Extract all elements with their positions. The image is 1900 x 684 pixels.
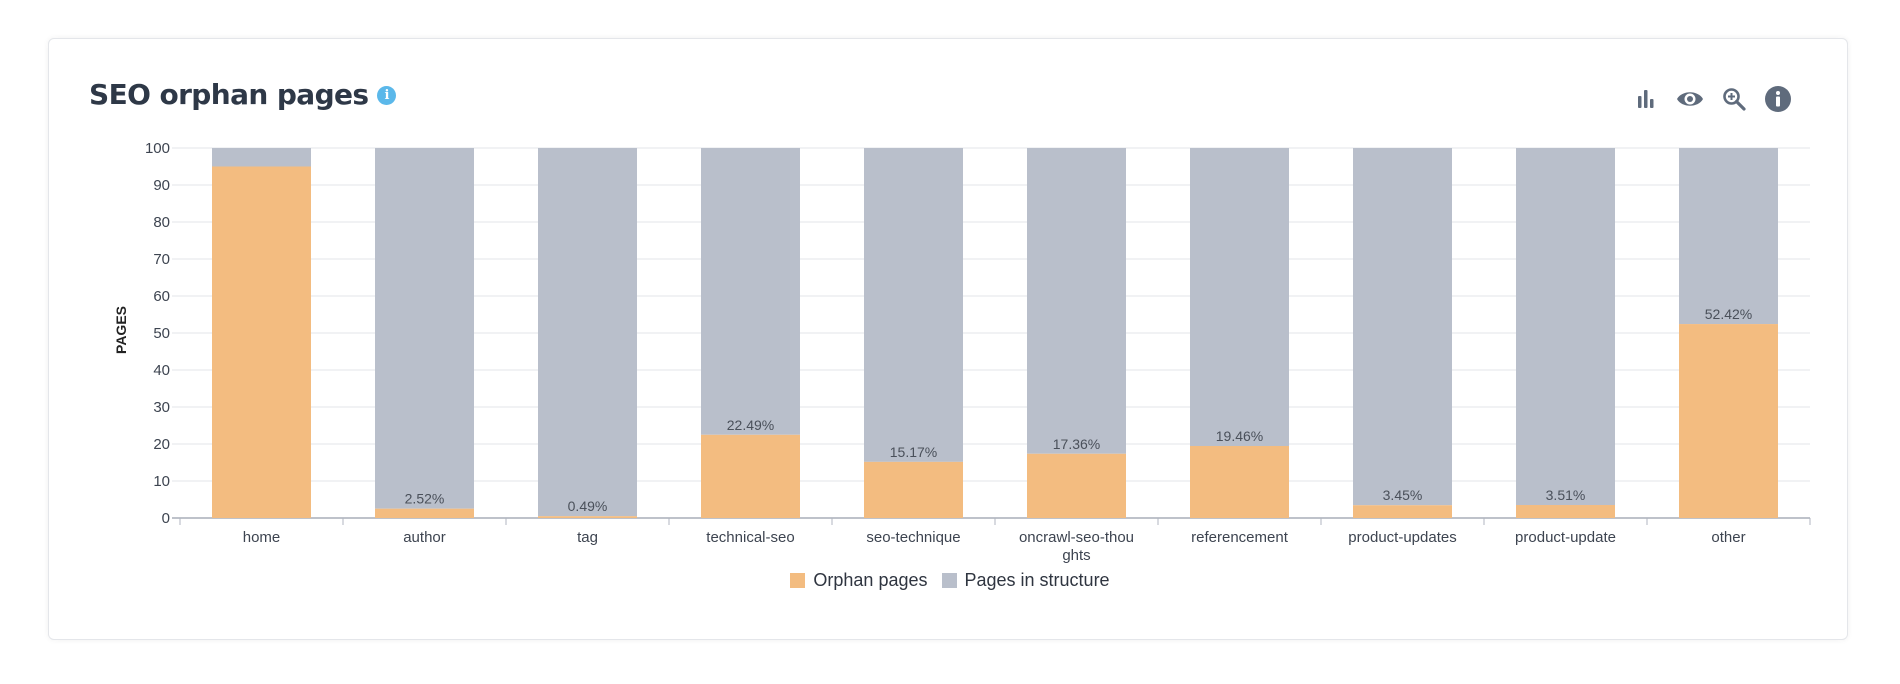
- bar-structure-tag[interactable]: [538, 148, 637, 517]
- x-tick-label: ghts: [1062, 547, 1090, 564]
- bar-structure-oncrawl-seo-thoughts[interactable]: [1027, 148, 1126, 454]
- bar-orphan-product-update[interactable]: [1516, 505, 1615, 518]
- x-tick-label: home: [243, 529, 281, 546]
- title-info-icon[interactable]: i: [377, 86, 397, 105]
- legend-item-structure[interactable]: Pages in structure: [941, 570, 1110, 591]
- bar-structure-referencement[interactable]: [1190, 148, 1289, 446]
- y-tick-label: 50: [153, 325, 170, 342]
- data-label: 2.52%: [405, 491, 445, 507]
- x-tick-label: product-update: [1515, 529, 1616, 546]
- x-tick-label: oncrawl-seo-thou: [1019, 529, 1134, 546]
- data-label: 52.42%: [1705, 306, 1752, 322]
- legend-label-structure: Pages in structure: [964, 570, 1110, 590]
- y-tick-label: 0: [162, 510, 170, 527]
- bar-orphan-home[interactable]: [212, 166, 311, 519]
- x-tick-label: seo-technique: [866, 529, 960, 546]
- bar-orphan-seo-technique[interactable]: [864, 461, 963, 518]
- y-tick-label: 60: [153, 288, 170, 305]
- x-tick-label: product-updates: [1348, 529, 1456, 546]
- legend-swatch-orphan: [790, 573, 806, 588]
- chart-toolbar: [1624, 85, 1800, 113]
- x-tick-label: technical-seo: [706, 529, 794, 546]
- info-icon[interactable]: [1756, 85, 1800, 113]
- data-label: 0.49%: [568, 498, 608, 514]
- data-label: 22.49%: [727, 417, 774, 433]
- x-tick-label: referencement: [1191, 529, 1289, 546]
- data-label: 15.17%: [890, 444, 937, 460]
- bar-structure-product-update[interactable]: [1516, 148, 1615, 506]
- data-label: 3.51%: [1546, 487, 1586, 503]
- bar-chart-icon[interactable]: [1624, 85, 1668, 113]
- x-tick-label: author: [403, 529, 446, 546]
- x-tick-label: other: [1711, 529, 1745, 546]
- bar-structure-product-updates[interactable]: [1353, 148, 1452, 506]
- bar-orphan-author[interactable]: [375, 508, 474, 518]
- bar-structure-seo-technique[interactable]: [864, 148, 963, 462]
- y-axis-label: PAGES: [113, 306, 129, 354]
- chart-header: SEO orphan pages i: [89, 78, 397, 111]
- y-tick-label: 70: [153, 251, 170, 268]
- y-tick-label: 90: [153, 177, 170, 194]
- bar-structure-technical-seo[interactable]: [701, 148, 800, 435]
- bar-structure-author[interactable]: [375, 148, 474, 509]
- axes: 0 10 20 30 40 50 60 70 80 90 100 home author tag techn…: [145, 140, 1811, 564]
- data-label: 17.36%: [1053, 436, 1100, 452]
- y-tick-label: 30: [153, 399, 170, 416]
- bar-structure-home[interactable]: [212, 148, 311, 167]
- legend: Orphan pages Pages in structure: [0, 570, 1900, 591]
- bar-orphan-oncrawl-seo-thoughts[interactable]: [1027, 453, 1126, 518]
- data-label: 19.46%: [1216, 428, 1263, 444]
- bar-orphan-product-updates[interactable]: [1353, 505, 1452, 518]
- y-tick-label: 80: [153, 214, 170, 231]
- legend-swatch-structure: [941, 573, 957, 588]
- data-label: 3.45%: [1383, 487, 1423, 503]
- bar-orphan-referencement[interactable]: [1190, 445, 1289, 518]
- zoom-in-icon[interactable]: [1712, 85, 1756, 113]
- x-tick-label: tag: [577, 529, 598, 546]
- legend-item-orphan[interactable]: Orphan pages: [790, 570, 928, 591]
- eye-icon[interactable]: [1668, 85, 1712, 113]
- y-tick-label: 100: [145, 140, 170, 157]
- bar-orphan-technical-seo[interactable]: [701, 434, 800, 518]
- bars: 2.52% 0.49% 22.49% 15.17% 17.36% 19.46% 3.45% 3…: [212, 148, 1778, 518]
- legend-label-orphan: Orphan pages: [813, 570, 928, 590]
- bar-structure-other[interactable]: [1679, 148, 1778, 325]
- chart-title: SEO orphan pages: [89, 78, 369, 111]
- y-tick-label: 10: [153, 473, 170, 490]
- bar-orphan-other[interactable]: [1679, 324, 1778, 518]
- bar-orphan-tag[interactable]: [538, 516, 637, 518]
- y-tick-label: 20: [153, 436, 170, 453]
- y-tick-label: 40: [153, 362, 170, 379]
